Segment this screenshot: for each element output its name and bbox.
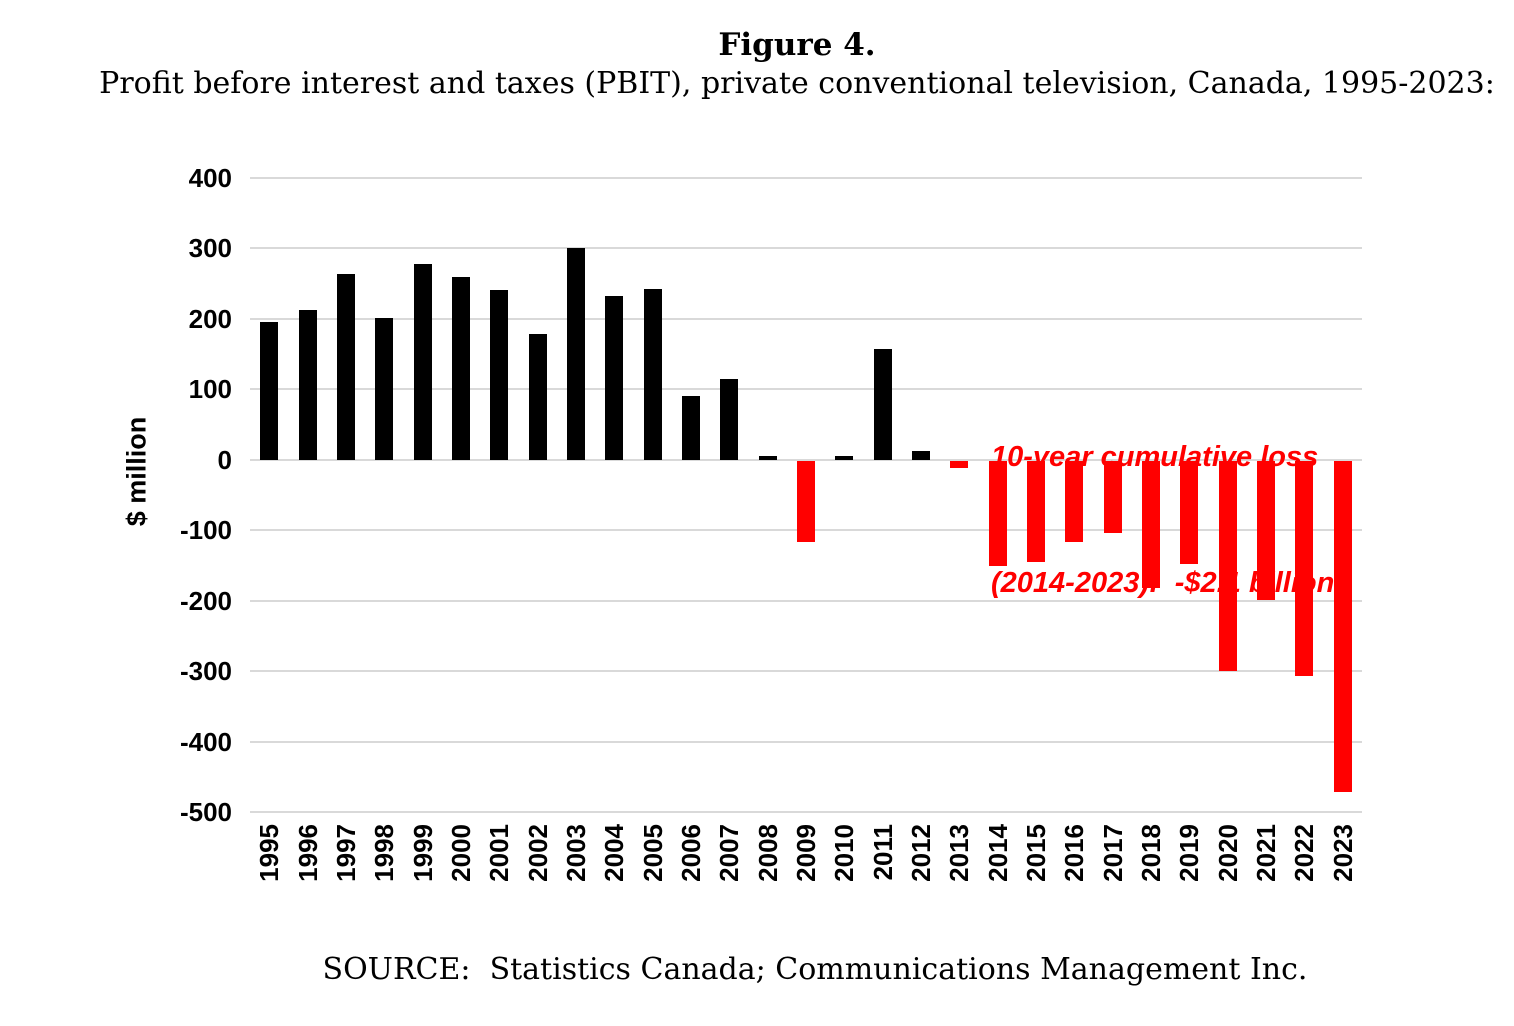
bar-1999 bbox=[413, 263, 432, 460]
bar-2013 bbox=[950, 460, 969, 468]
x-tick-label-2011: 2011 bbox=[867, 824, 898, 881]
x-tick-label-2002: 2002 bbox=[522, 824, 553, 882]
gridline-0 bbox=[250, 458, 1362, 461]
x-tick-label-2017: 2017 bbox=[1097, 824, 1128, 882]
bar-2004 bbox=[605, 296, 624, 460]
bar-2000 bbox=[451, 276, 470, 460]
x-tick-label-2018: 2018 bbox=[1136, 824, 1167, 882]
bar-2009 bbox=[797, 460, 815, 543]
bar-2018 bbox=[1142, 460, 1161, 588]
x-tick-label-1997: 1997 bbox=[330, 824, 361, 882]
y-tick-label--500: -500 bbox=[179, 797, 232, 827]
bar-2008 bbox=[758, 456, 777, 460]
x-tick-label-2020: 2020 bbox=[1212, 824, 1243, 882]
bar-1998 bbox=[375, 318, 394, 460]
x-tick-label-2019: 2019 bbox=[1174, 824, 1205, 882]
gridline-300 bbox=[250, 247, 1362, 250]
annotation-line-2: (2014-2023): -$2.1 billion bbox=[991, 567, 1335, 599]
gridline--400 bbox=[250, 740, 1362, 743]
x-tick-label-1996: 1996 bbox=[292, 824, 323, 882]
y-tick-label--200: -200 bbox=[179, 585, 232, 616]
y-tick-label-400: 400 bbox=[188, 163, 232, 193]
bar-2001 bbox=[490, 290, 509, 460]
bar-2014 bbox=[988, 460, 1007, 567]
bar-2022 bbox=[1295, 460, 1314, 677]
bar-2016 bbox=[1065, 460, 1084, 543]
x-tick-label-2001: 2001 bbox=[484, 824, 515, 882]
x-tick-label-2012: 2012 bbox=[906, 824, 937, 882]
x-tick-label-2023: 2023 bbox=[1327, 824, 1358, 882]
bar-1995 bbox=[260, 321, 279, 460]
bar-2002 bbox=[528, 334, 547, 460]
y-tick-label-300: 300 bbox=[188, 233, 232, 264]
bar-2011 bbox=[873, 349, 892, 460]
bar-2023 bbox=[1333, 460, 1352, 792]
y-tick-label--400: -400 bbox=[179, 726, 232, 757]
x-tick-label-2015: 2015 bbox=[1021, 824, 1052, 882]
bar-1996 bbox=[298, 309, 317, 460]
x-tick-label-2010: 2010 bbox=[829, 824, 860, 882]
source-note: SOURCE: Statistics Canada; Communication… bbox=[322, 952, 1308, 987]
y-tick-label-0: 0 bbox=[217, 444, 232, 475]
bar-2019 bbox=[1180, 460, 1199, 564]
bar-2006 bbox=[681, 396, 700, 460]
header: Figure 4. Profit before interest and tax… bbox=[80, 26, 1514, 104]
x-tick-label-2022: 2022 bbox=[1289, 824, 1320, 882]
bar-2003 bbox=[566, 248, 585, 460]
gridline-200 bbox=[250, 317, 1362, 320]
x-tick-label-2004: 2004 bbox=[599, 824, 630, 882]
x-tick-label-2006: 2006 bbox=[675, 824, 706, 882]
bar-2010 bbox=[835, 456, 854, 460]
x-tick-label-2008: 2008 bbox=[752, 824, 783, 882]
y-tick-label-100: 100 bbox=[188, 374, 232, 405]
annotation-line-1: 10-year cumulative loss bbox=[991, 441, 1319, 473]
bar-2017 bbox=[1103, 460, 1122, 534]
cumulative-loss-annotation: 10-year cumulative loss (2014-2023): -$2… bbox=[991, 352, 1334, 688]
y-tick-label-200: 200 bbox=[188, 303, 232, 334]
bar-2007 bbox=[720, 378, 739, 460]
figure-title: Figure 4. bbox=[718, 27, 876, 63]
bar-2012 bbox=[912, 450, 931, 460]
gridline-400 bbox=[250, 177, 1362, 179]
bar-2005 bbox=[643, 288, 662, 460]
x-tick-label-2021: 2021 bbox=[1251, 824, 1282, 882]
bar-1997 bbox=[336, 273, 355, 460]
bar-2021 bbox=[1257, 460, 1276, 600]
x-tick-label-2016: 2016 bbox=[1059, 824, 1090, 882]
x-tick-label-2000: 2000 bbox=[445, 824, 476, 882]
y-tick-label--300: -300 bbox=[179, 656, 232, 687]
x-tick-label-2014: 2014 bbox=[982, 824, 1013, 882]
figure-subtitle: Profit before interest and taxes (PBIT),… bbox=[99, 66, 1495, 101]
x-tick-label-1995: 1995 bbox=[254, 824, 285, 882]
x-tick-label-2005: 2005 bbox=[637, 824, 668, 882]
x-tick-label-2013: 2013 bbox=[944, 824, 975, 882]
bar-2015 bbox=[1027, 460, 1046, 563]
x-tick-label-2007: 2007 bbox=[714, 824, 745, 882]
gridline--500 bbox=[250, 811, 1362, 813]
x-tick-label-1999: 1999 bbox=[407, 824, 438, 882]
gridline-100 bbox=[250, 388, 1362, 391]
x-tick-label-1998: 1998 bbox=[369, 824, 400, 882]
bar-2020 bbox=[1218, 460, 1237, 672]
x-tick-label-2009: 2009 bbox=[791, 824, 821, 882]
gridline--300 bbox=[250, 670, 1362, 673]
gridline--200 bbox=[250, 599, 1362, 602]
y-tick-label--100: -100 bbox=[179, 515, 232, 546]
x-tick-label-2003: 2003 bbox=[560, 824, 591, 882]
